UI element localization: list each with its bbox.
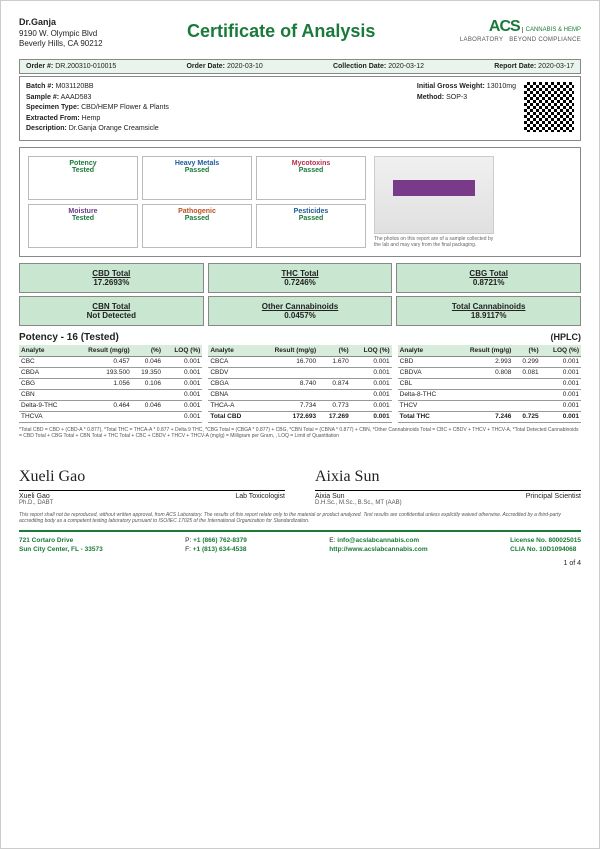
- logo-main: ACS: [489, 18, 520, 35]
- potency-table-2: AnalyteResult (mg/g)(%)LOQ (%) CBCA16.70…: [208, 345, 391, 423]
- potency-table-wrap: AnalyteResult (mg/g)(%)LOQ (%) CBC0.4570…: [19, 343, 581, 423]
- table-row: Delta-8-THC0.001: [398, 389, 581, 400]
- sample-note: The photos on this report are of a sampl…: [374, 236, 494, 248]
- total-cbn: CBN TotalNot Detected: [19, 296, 204, 326]
- test-potency: PotencyTested: [28, 156, 138, 200]
- tests-box: PotencyTested Heavy MetalsPassed Mycotox…: [19, 147, 581, 257]
- total-cbd: CBD Total17.2693%: [19, 263, 204, 293]
- qr-code-icon: [524, 82, 574, 132]
- sample-photo-block: The photos on this report are of a sampl…: [374, 156, 494, 248]
- table-row: CBDVA0.8080.0810.001: [398, 367, 581, 378]
- table-row: Delta-9-THC0.4640.0460.001: [19, 400, 202, 411]
- table-row: CBDV0.001: [208, 367, 391, 378]
- test-mycotoxins: MycotoxinsPassed: [256, 156, 366, 200]
- logo-tag2: BEYOND COMPLIANCE: [509, 37, 581, 43]
- logo-tag1: CANNABIS & HEMP: [522, 27, 581, 33]
- table-row: CBG1.0560.1060.001: [19, 378, 202, 389]
- total-all: Total Cannabinoids18.9117%: [396, 296, 581, 326]
- footer-license: License No. 800025015 CLIA No. 10D109406…: [510, 536, 581, 554]
- page-title: Certificate of Analysis: [103, 17, 460, 42]
- lab-logo: ACS CANNABIS & HEMP LABORATORY BEYOND CO…: [460, 17, 581, 45]
- totals-row-2: CBN TotalNot Detected Other Cannabinoids…: [19, 296, 581, 326]
- test-moisture: MoistureTested: [28, 204, 138, 248]
- table-row: CBD2.9930.2990.001: [398, 356, 581, 367]
- address-line1: 9190 W. Olympic Blvd: [19, 29, 103, 39]
- order-bar: Order #: DR.200310-010015 Order Date: 20…: [19, 59, 581, 74]
- info-left: Batch #: M031120BB Sample #: AAAD583 Spe…: [26, 82, 169, 135]
- table-row: CBCA16.7001.6700.001: [208, 356, 391, 367]
- header: Dr.Ganja 9190 W. Olympic Blvd Beverly Hi…: [19, 17, 581, 49]
- table-row: CBDA193.50019.3500.001: [19, 367, 202, 378]
- total-other: Other Cannabinoids0.0457%: [208, 296, 393, 326]
- footer: 721 Cortaro Drive Sun City Center, FL - …: [19, 530, 581, 554]
- sample-photo: [374, 156, 494, 234]
- sig-right: Aixia Sun Aixia SunPrincipal Scientist D…: [315, 468, 581, 506]
- test-pesticides: PesticidesPassed: [256, 204, 366, 248]
- potency-table-3: AnalyteResult (mg/g)(%)LOQ (%) CBD2.9930…: [398, 345, 581, 423]
- table-row: CBL0.001: [398, 378, 581, 389]
- table-row: THCA-A7.7340.7730.001: [208, 400, 391, 411]
- table-row: Total THC7.2460.7250.001: [398, 411, 581, 422]
- table-row: Total CBD172.69317.2690.001: [208, 411, 391, 422]
- sig-left: Xueli Gao Xueli GaoLab Toxicologist Ph.D…: [19, 468, 285, 506]
- potency-section-title: Potency - 16 (Tested) (HPLC): [19, 332, 581, 343]
- disclaimer: This report shall not be reproduced, wit…: [19, 512, 581, 524]
- signature-scrawl-left: Xueli Gao: [19, 468, 285, 488]
- table-row: CBN0.001: [19, 389, 202, 400]
- table-row: CBGA8.7400.8740.001: [208, 378, 391, 389]
- footer-phone: P: +1 (866) 762-8379 F: +1 (813) 634-453…: [185, 536, 247, 554]
- totals-row-1: CBD Total17.2693% THC Total0.7246% CBG T…: [19, 263, 581, 293]
- footer-web: E: info@acslabcannabis.com http://www.ac…: [329, 536, 427, 554]
- info-box: Batch #: M031120BB Sample #: AAAD583 Spe…: [19, 76, 581, 141]
- potency-table-1: AnalyteResult (mg/g)(%)LOQ (%) CBC0.4570…: [19, 345, 202, 423]
- table-row: CBNA0.001: [208, 389, 391, 400]
- table-row: THCVA0.001: [19, 411, 202, 422]
- info-right: Initial Gross Weight: 13010mg Method: SO…: [417, 82, 574, 135]
- table-row: THCV0.001: [398, 400, 581, 411]
- address-line2: Beverly Hills, CA 90212: [19, 39, 103, 49]
- test-heavy-metals: Heavy MetalsPassed: [142, 156, 252, 200]
- company-address: Dr.Ganja 9190 W. Olympic Blvd Beverly Hi…: [19, 17, 103, 49]
- company-name: Dr.Ganja: [19, 17, 103, 29]
- footer-address: 721 Cortaro Drive Sun City Center, FL - …: [19, 536, 103, 554]
- table-row: CBC0.4570.0460.001: [19, 356, 202, 367]
- page-number: 1 of 4: [19, 560, 581, 567]
- test-pathogenic: PathogenicPassed: [142, 204, 252, 248]
- signatures: Xueli Gao Xueli GaoLab Toxicologist Ph.D…: [19, 468, 581, 506]
- logo-sub1: LABORATORY: [460, 37, 503, 43]
- totals-footnote: *Total CBD = CBD + (CBD-A * 0.877), *Tot…: [19, 427, 581, 440]
- tests-grid: PotencyTested Heavy MetalsPassed Mycotox…: [28, 156, 366, 248]
- signature-scrawl-right: Aixia Sun: [315, 468, 581, 488]
- total-cbg: CBG Total0.8721%: [396, 263, 581, 293]
- total-thc: THC Total0.7246%: [208, 263, 393, 293]
- coa-page: Dr.Ganja 9190 W. Olympic Blvd Beverly Hi…: [0, 0, 600, 849]
